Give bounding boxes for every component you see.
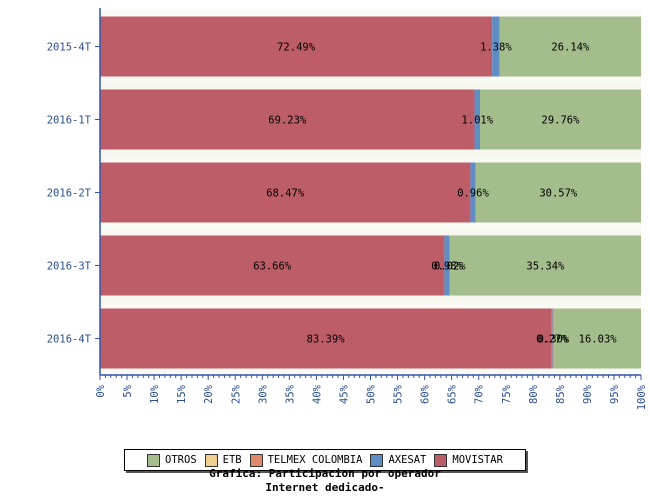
- x-tick-label: 10%: [149, 384, 161, 404]
- bar-segment-axesat: [474, 89, 480, 150]
- data-label: 16.03%: [579, 334, 618, 346]
- x-tick-label: 95%: [609, 384, 621, 404]
- bar-segment-movistar: [100, 235, 445, 296]
- x-tick-label: 45%: [338, 384, 350, 404]
- y-tick-label: 2016-1T: [47, 115, 92, 127]
- x-tick-label: 90%: [582, 384, 594, 404]
- x-tick-label: 65%: [447, 384, 459, 404]
- bar-segment-movistar: [100, 16, 493, 77]
- legend-swatch: [204, 453, 218, 467]
- bar-segment-axesat: [470, 162, 476, 223]
- bar-segment-movistar: [100, 162, 471, 223]
- legend-swatch: [370, 453, 384, 467]
- legend-label: TELMEX COLOMBIA: [267, 454, 363, 466]
- bar-segment-otros: [554, 308, 641, 369]
- legend-swatch: [434, 453, 448, 467]
- data-label: 1.38%: [480, 42, 512, 54]
- data-label: 35.34%: [526, 261, 565, 273]
- legend-label: MOVISTAR: [452, 454, 503, 466]
- x-tick-label: 5%: [122, 384, 134, 397]
- x-tick-label: 70%: [474, 384, 486, 404]
- bar-segment-movistar: [100, 89, 475, 150]
- x-tick-label: 0%: [95, 384, 107, 397]
- stacked-bar-chart: 72.49% 1.38% 26.14% 69.23% 1.01% 29.76% 68.47%…: [47, 8, 648, 410]
- data-label: 1.01%: [461, 115, 493, 127]
- x-tick-label: 20%: [203, 384, 215, 404]
- data-label: 83.39%: [307, 334, 346, 346]
- legend-item: TELMEX COLOMBIA: [249, 453, 363, 467]
- x-tick-label: 15%: [176, 384, 188, 404]
- bars: [100, 16, 642, 369]
- legend-item: MOVISTAR: [434, 453, 503, 467]
- bar-segment-axesat: [444, 235, 450, 296]
- y-tick-label: 2016-3T: [47, 261, 92, 273]
- x-tick-label: 30%: [257, 384, 269, 404]
- data-label: 0.96%: [457, 188, 489, 200]
- legend-item: OTROS: [147, 453, 197, 467]
- data-label: 26.14%: [551, 42, 590, 54]
- bar-segment-otros: [449, 235, 641, 296]
- bar-segment-movistar: [100, 308, 552, 369]
- x-tick-label: 35%: [284, 384, 296, 404]
- legend-swatch: [249, 453, 263, 467]
- x-tick-label: 85%: [555, 384, 567, 404]
- legend-label: ETB: [222, 454, 242, 466]
- bar-segment-telmex-colombia: [552, 308, 555, 369]
- data-label: 30.57%: [539, 188, 578, 200]
- data-labels: 72.49% 1.38% 26.14% 69.23% 1.01% 29.76% 68.47%…: [253, 42, 617, 346]
- legend-label: AXESAT: [388, 454, 427, 466]
- y-tick-label: 2016-4T: [47, 334, 92, 346]
- axes: 2015-4T 2016-1T 2016-2T 2016-3T 2016-4T 0% 5% 1…: [47, 8, 648, 410]
- x-tick-label: 55%: [393, 384, 405, 404]
- data-label: 72.49%: [277, 42, 316, 54]
- x-tick-label: 80%: [528, 384, 540, 404]
- x-tick-label: 60%: [420, 384, 432, 404]
- x-tick-label: 75%: [501, 384, 513, 404]
- data-label: 69.23%: [268, 115, 307, 127]
- x-tick-label: 40%: [311, 384, 323, 404]
- y-tick-label: 2016-2T: [47, 188, 92, 200]
- legend-swatch: [147, 453, 161, 467]
- legend-label: OTROS: [165, 454, 197, 466]
- bar-segment-axesat: [551, 308, 553, 369]
- legend-item: AXESAT: [370, 453, 427, 467]
- legend: OTROS ETB TELMEX COLOMBIA AXESAT MOVISTAR: [124, 449, 526, 471]
- bar-segment-otros: [475, 162, 641, 223]
- data-label: 63.66%: [253, 261, 292, 273]
- data-label: 0.98%: [431, 261, 463, 273]
- chart-caption-line2: Internet dedicado-: [265, 481, 385, 494]
- data-label: 0.02%: [434, 261, 466, 273]
- data-label: 0.27%: [536, 334, 568, 346]
- bar-segment-axesat: [492, 16, 500, 77]
- legend-item: ETB: [204, 453, 242, 467]
- x-tick-label: 25%: [230, 384, 242, 404]
- data-label: 0.30%: [538, 334, 570, 346]
- x-tick-label: 100%: [636, 384, 648, 410]
- bar-segment-otros: [499, 16, 642, 77]
- y-tick-label: 2015-4T: [47, 42, 92, 54]
- data-label: 68.47%: [266, 188, 305, 200]
- data-label: 29.76%: [542, 115, 581, 127]
- chart-caption-line1: Grafica: Participacion por operador: [209, 467, 441, 480]
- bar-segment-otros: [479, 89, 641, 150]
- x-tick-label: 50%: [366, 384, 378, 404]
